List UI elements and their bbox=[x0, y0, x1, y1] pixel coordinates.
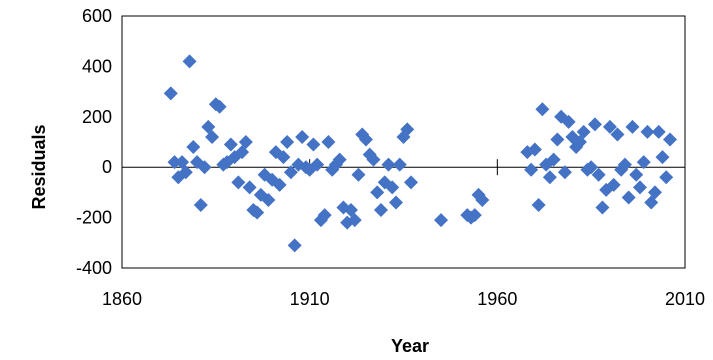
data-point bbox=[242, 180, 257, 195]
data-point bbox=[212, 99, 227, 114]
data-point bbox=[475, 192, 490, 207]
y-tick-label: -200 bbox=[76, 208, 112, 228]
x-axis-tick-labels: 1860 1910 1960 2010 bbox=[102, 289, 705, 309]
y-tick-label: 0 bbox=[102, 157, 112, 177]
data-point bbox=[163, 86, 178, 101]
data-point bbox=[655, 150, 670, 165]
data-point bbox=[527, 142, 542, 157]
data-point bbox=[238, 135, 253, 149]
data-point bbox=[531, 198, 546, 212]
data-point bbox=[434, 213, 449, 228]
data-point bbox=[205, 129, 220, 144]
data-point bbox=[201, 119, 216, 134]
x-tick-label: 1960 bbox=[477, 289, 517, 309]
data-point bbox=[317, 208, 332, 223]
data-point bbox=[366, 152, 381, 167]
data-point bbox=[332, 152, 347, 167]
data-point bbox=[632, 180, 647, 195]
data-point bbox=[524, 162, 539, 177]
data-point bbox=[280, 135, 295, 149]
data-point bbox=[584, 160, 599, 175]
data-point bbox=[261, 192, 276, 207]
data-point bbox=[385, 180, 400, 195]
data-point bbox=[347, 213, 362, 228]
data-point bbox=[561, 114, 576, 129]
data-point bbox=[610, 127, 625, 142]
data-point bbox=[636, 155, 651, 170]
data-point bbox=[193, 198, 208, 212]
data-point bbox=[550, 132, 565, 147]
y-tick-label: 400 bbox=[82, 56, 112, 76]
y-tick-label: 200 bbox=[82, 107, 112, 127]
data-point bbox=[621, 190, 636, 205]
data-point bbox=[321, 135, 336, 149]
data-point bbox=[591, 167, 606, 182]
data-point bbox=[370, 185, 385, 200]
data-point bbox=[310, 157, 325, 172]
plot-frame bbox=[121, 15, 686, 269]
data-point bbox=[659, 170, 674, 185]
data-point bbox=[640, 124, 655, 139]
data-point bbox=[557, 165, 572, 180]
data-point bbox=[404, 175, 419, 190]
y-tick-label: 600 bbox=[82, 6, 112, 26]
data-point bbox=[467, 208, 482, 223]
data-point bbox=[351, 167, 366, 182]
data-point bbox=[651, 124, 666, 139]
data-point bbox=[306, 137, 321, 152]
data-point bbox=[197, 160, 212, 175]
data-point bbox=[276, 150, 291, 165]
data-point bbox=[587, 117, 602, 132]
x-axis-title: Year bbox=[391, 336, 429, 356]
x-tick-label: 1910 bbox=[290, 289, 330, 309]
data-point bbox=[358, 132, 373, 147]
y-axis-tick-labels: -400 -200 0 200 400 600 bbox=[76, 6, 112, 278]
data-point bbox=[186, 140, 201, 155]
data-point bbox=[576, 124, 591, 139]
data-point bbox=[295, 129, 310, 144]
data-point bbox=[542, 170, 557, 185]
data-point bbox=[617, 157, 632, 172]
data-point bbox=[662, 132, 677, 147]
data-point bbox=[381, 157, 396, 172]
data-point bbox=[283, 165, 298, 180]
data-point bbox=[606, 177, 621, 192]
data-point bbox=[535, 102, 550, 117]
data-point bbox=[272, 177, 287, 192]
data-point bbox=[373, 203, 388, 218]
data-point bbox=[602, 119, 617, 134]
y-axis-title: Residuals bbox=[29, 124, 49, 209]
y-tick-label: -400 bbox=[76, 258, 112, 278]
data-point bbox=[231, 175, 246, 190]
x-tick-label: 2010 bbox=[665, 289, 705, 309]
data-point bbox=[388, 195, 403, 210]
x-tick-label: 1860 bbox=[102, 289, 142, 309]
data-point bbox=[287, 238, 302, 253]
data-point bbox=[400, 122, 415, 137]
data-point bbox=[250, 205, 265, 220]
data-point bbox=[647, 185, 662, 200]
data-point bbox=[182, 54, 197, 69]
data-point bbox=[625, 119, 640, 134]
data-point bbox=[546, 152, 561, 167]
data-point bbox=[595, 200, 610, 215]
data-point bbox=[629, 167, 644, 182]
data-point bbox=[223, 137, 238, 152]
data-point bbox=[178, 165, 193, 180]
plot-area bbox=[121, 15, 686, 269]
data-point bbox=[392, 157, 407, 172]
data-point bbox=[167, 155, 182, 170]
